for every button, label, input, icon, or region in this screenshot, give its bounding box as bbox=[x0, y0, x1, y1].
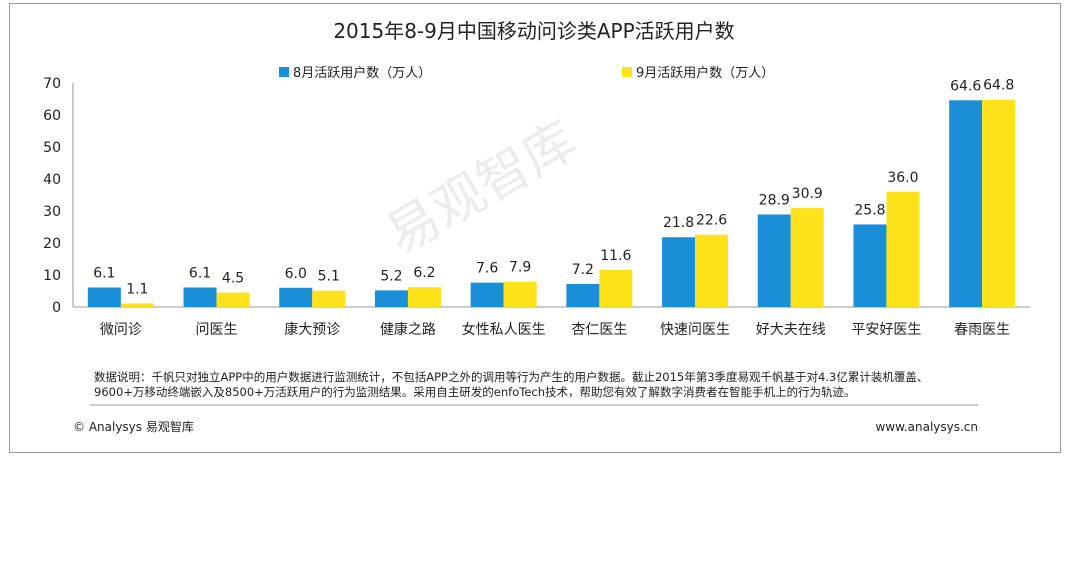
bar-august bbox=[853, 224, 887, 307]
data-label-september: 30.9 bbox=[792, 186, 823, 202]
bar-september bbox=[120, 303, 154, 307]
watermark: 易观智库 bbox=[377, 110, 587, 266]
category-label: 微问诊 bbox=[100, 322, 142, 338]
data-label-september: 6.2 bbox=[413, 265, 435, 281]
category-labels-group: 微问诊 问医生 康大预诊 健康之路 女性私人医生 杏仁医生 快速问医生 好大夫在线 平安好医生 春… bbox=[100, 321, 1010, 338]
bar-september bbox=[599, 269, 633, 307]
category-label: 康大预诊 bbox=[284, 321, 340, 338]
chart-title: 2015年8-9月中国移动问诊类APP活跃用户数 bbox=[333, 19, 734, 43]
data-label-september: 22.6 bbox=[696, 213, 727, 229]
data-label-september: 1.1 bbox=[126, 281, 148, 297]
y-tick-label: 20 bbox=[43, 236, 61, 252]
y-tick-label: 50 bbox=[43, 140, 61, 156]
website-url[interactable]: www.analysys.cn bbox=[875, 420, 978, 434]
y-tick-label: 40 bbox=[43, 172, 61, 188]
bar-august bbox=[183, 287, 217, 307]
data-label-september: 11.6 bbox=[600, 248, 631, 264]
bars-group bbox=[87, 99, 1016, 307]
data-note-line-2: 9600+万移动终端嵌入及8500+万活跃用户的行为监测结果。采用自主研发的en… bbox=[94, 385, 856, 399]
category-label: 健康之路 bbox=[380, 321, 436, 338]
y-tick-label: 0 bbox=[52, 300, 61, 316]
data-label-august: 6.1 bbox=[189, 265, 211, 281]
category-label: 快速问医生 bbox=[660, 322, 730, 338]
bar-september bbox=[790, 208, 824, 307]
bar-september bbox=[312, 290, 346, 307]
bar-august bbox=[374, 290, 408, 307]
legend-label-august: 8月活跃用户数（万人） bbox=[293, 65, 431, 81]
bar-august bbox=[757, 214, 791, 307]
copyright-text: © Analysys 易观智库 bbox=[73, 419, 194, 434]
data-label-august: 64.6 bbox=[950, 78, 981, 94]
bar-september bbox=[886, 191, 920, 307]
category-label: 春雨医生 bbox=[954, 322, 1010, 338]
data-label-august: 28.9 bbox=[759, 193, 790, 209]
data-note-line-1: 数据说明：千帆只对独立APP中的用户数据进行监测统计，不包括APP之外的调用等行… bbox=[94, 370, 928, 384]
category-label: 平安好医生 bbox=[851, 322, 921, 338]
bar-august bbox=[279, 287, 313, 307]
data-label-august: 25.8 bbox=[854, 202, 885, 218]
bar-august bbox=[566, 283, 600, 307]
legend-swatch-september bbox=[622, 67, 632, 77]
y-tick-label: 30 bbox=[43, 204, 61, 220]
data-label-september: 5.1 bbox=[318, 269, 340, 285]
bar-september bbox=[216, 292, 250, 307]
data-label-september: 4.5 bbox=[222, 271, 244, 287]
data-label-september: 36.0 bbox=[887, 170, 918, 186]
data-label-september: 64.8 bbox=[983, 78, 1014, 94]
category-label: 杏仁医生 bbox=[571, 322, 627, 338]
data-label-september: 7.9 bbox=[509, 260, 531, 276]
category-label: 好大夫在线 bbox=[756, 322, 826, 338]
bar-september bbox=[407, 287, 441, 307]
data-labels-group: 6.1 1.1 6.1 4.5 6.0 5.1 5.2 6.2 7.6 7.9 7.2 11.6 21.… bbox=[93, 78, 1014, 298]
data-label-august: 5.2 bbox=[380, 268, 402, 284]
y-tick-label: 10 bbox=[43, 268, 61, 284]
y-axis-ticks: 0 10 20 30 40 50 60 70 bbox=[43, 76, 61, 316]
data-label-august: 7.6 bbox=[476, 261, 498, 277]
y-tick-label: 60 bbox=[43, 108, 61, 124]
bar-september bbox=[695, 234, 729, 307]
y-tick-label: 70 bbox=[43, 76, 61, 92]
category-label: 女性私人医生 bbox=[462, 321, 546, 338]
bar-september bbox=[503, 281, 537, 307]
bar-september bbox=[982, 99, 1016, 307]
data-label-august: 21.8 bbox=[663, 215, 694, 231]
data-label-august: 7.2 bbox=[572, 262, 594, 278]
bar-august bbox=[87, 287, 121, 307]
bar-august bbox=[470, 282, 504, 307]
legend-label-september: 9月活跃用户数（万人） bbox=[636, 65, 774, 81]
data-label-august: 6.0 bbox=[285, 266, 307, 282]
bar-august bbox=[662, 237, 696, 307]
legend-swatch-august bbox=[279, 67, 289, 77]
bar-august bbox=[949, 100, 983, 307]
data-label-august: 6.1 bbox=[93, 265, 115, 281]
category-label: 问医生 bbox=[196, 322, 238, 338]
